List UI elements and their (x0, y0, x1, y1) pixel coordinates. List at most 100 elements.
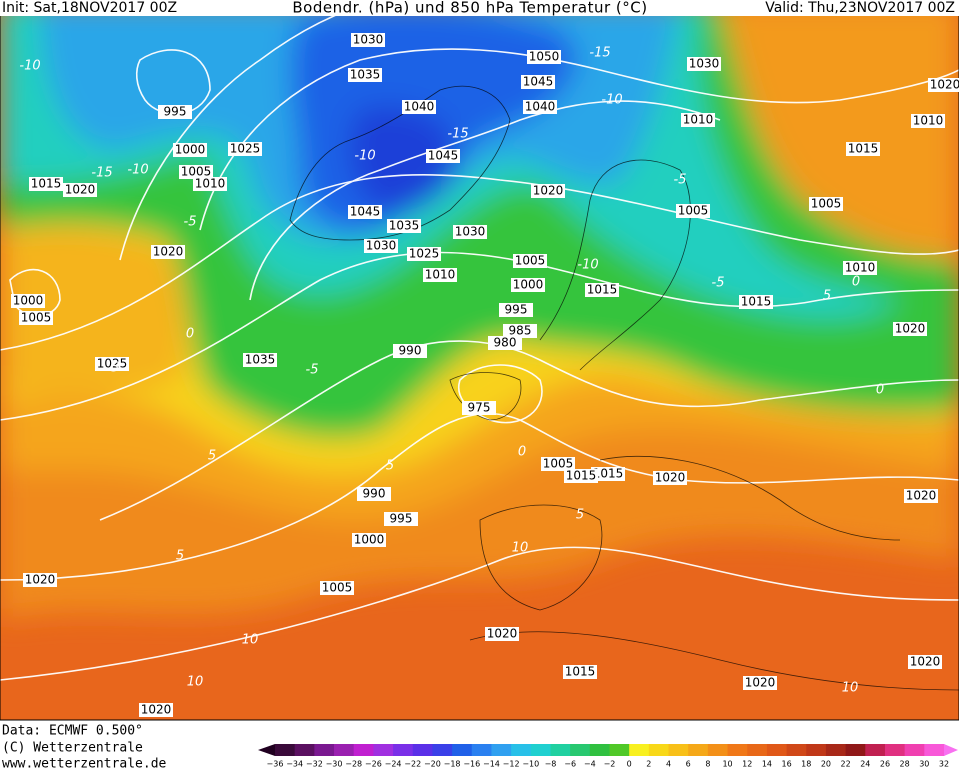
isobar-label: 1030 (687, 57, 721, 71)
colorbar-tick-label: 30 (919, 760, 929, 769)
colorbar-cell (511, 744, 532, 756)
isobar-label-box (193, 177, 227, 191)
temperature-label: 5 (111, 361, 119, 376)
temperature-label: -10 (577, 258, 598, 273)
isobar-label-box (564, 469, 598, 483)
isobar-label-box (23, 573, 57, 587)
isobar-label-box (893, 322, 927, 336)
isobar-label-box (19, 311, 53, 325)
colorbar-tick-label: 16 (781, 760, 791, 769)
isobar-label-text: 1025 (97, 357, 128, 371)
temperature-label: -5 (712, 276, 725, 291)
colorbar-tick-label: −32 (306, 760, 323, 769)
colorbar-cell (530, 744, 551, 756)
isobar-label: 990 (357, 487, 391, 501)
isobar-label-box (173, 143, 207, 157)
temperature-label: 5 (176, 549, 184, 564)
isobar-label-box (563, 665, 597, 679)
temperature-label: 0 (186, 327, 194, 342)
isobar-label-text: 1035 (389, 219, 420, 233)
isobar-label-text: 1005 (322, 581, 353, 595)
isobar-label: 1010 (423, 268, 457, 282)
colorbar-cell (668, 744, 689, 756)
colorbar-cell (589, 744, 610, 756)
isobar-label-text: 1030 (455, 225, 486, 239)
isobar-label: 995 (158, 105, 192, 119)
isobar-label-box (743, 676, 777, 690)
isobar-label-box (348, 205, 382, 219)
colorbar-tick-label: 18 (801, 760, 811, 769)
isobar-label: 1040 (523, 100, 557, 114)
colorbar-cell (707, 744, 729, 756)
isobar-label: 1050 (527, 50, 561, 64)
temperature-label: -10 (127, 163, 148, 178)
isobar-label-box (541, 457, 575, 471)
isobar-label: 1020 (139, 703, 173, 717)
isobar-label: 995 (384, 512, 418, 526)
isobar-label-box (511, 278, 545, 292)
isobar-label-text: 1000 (13, 294, 44, 308)
isobar-label-text: 1015 (31, 177, 62, 191)
colorbar-cell (491, 744, 512, 756)
isobar-label-box (29, 177, 63, 191)
temperature-label: -10 (354, 149, 375, 164)
temperature-label: 10 (242, 633, 259, 648)
isobar-label-text: 1010 (913, 114, 944, 128)
isobar-label: 1005 (676, 204, 710, 218)
colorbar-cell (432, 744, 453, 756)
colorbar-tick-label: −6 (564, 760, 576, 769)
isobar-label-text: 990 (363, 487, 386, 501)
colorbar-tick-label: 12 (742, 760, 752, 769)
isobar-label-box (521, 75, 555, 89)
temperature-label: -15 (589, 46, 610, 61)
isobar-label-text: 1020 (906, 489, 937, 503)
colorbar-tick-label: −20 (424, 760, 441, 769)
temperature-field (0, 0, 959, 720)
colorbar-cell (314, 744, 335, 756)
isobar-label-box (228, 142, 262, 156)
isobar-label-text: 1020 (487, 627, 518, 641)
isobar-label-text: 1005 (21, 311, 52, 325)
colorbar-tick-label: −10 (522, 760, 539, 769)
colorbar-cell (766, 744, 788, 756)
colorbar-right-arrow (944, 744, 958, 756)
isobar-label-text: 1020 (141, 703, 172, 717)
isobar-label-text: 1000 (175, 143, 206, 157)
isobar-label-box (908, 655, 942, 669)
isobar-label-text: 1010 (845, 261, 876, 275)
isobar-label: 1020 (893, 322, 927, 336)
isobar-label: 980 (488, 336, 522, 350)
isobar-label-box (531, 184, 565, 198)
isobar-label-box (523, 100, 557, 114)
isobar-label-box (352, 533, 386, 547)
isobar-label-text: 1035 (350, 68, 381, 82)
temperature-label: -5 (184, 215, 197, 230)
isobar-label-box (402, 100, 436, 114)
colorbar-cell (727, 744, 748, 756)
isobar-label: 1020 (531, 184, 565, 198)
colorbar-cell (609, 744, 630, 756)
temperature-label: 0 (852, 275, 860, 290)
isobar-label-box (423, 268, 457, 282)
isobar-label: 1035 (348, 68, 382, 82)
isobar-label-text: 995 (390, 512, 413, 526)
isobar-label: 1020 (928, 78, 959, 92)
isobar-label: 995 (499, 303, 533, 317)
isobar-label: 1020 (904, 489, 938, 503)
colorbar-cell (904, 744, 925, 756)
temperature-label: -10 (19, 59, 40, 74)
isobar-label: 1020 (63, 183, 97, 197)
isobar-label-text: 1030 (353, 33, 384, 47)
isobar-label-text: 1020 (745, 676, 776, 690)
isobar-label-text: 1030 (366, 239, 397, 253)
isobar-label: 1015 (846, 142, 880, 156)
colorbar-cell (688, 744, 709, 756)
isobar-label-box (387, 219, 421, 233)
colorbar-tick-label: −18 (444, 760, 461, 769)
isobar-label-box (243, 353, 277, 367)
isobar-label-box (407, 247, 441, 261)
isobar-label-text: 1050 (529, 50, 560, 64)
isobar-label-text: 1010 (195, 177, 226, 191)
isobar-label: 1025 (407, 247, 441, 261)
colorbar-cell (373, 744, 394, 756)
